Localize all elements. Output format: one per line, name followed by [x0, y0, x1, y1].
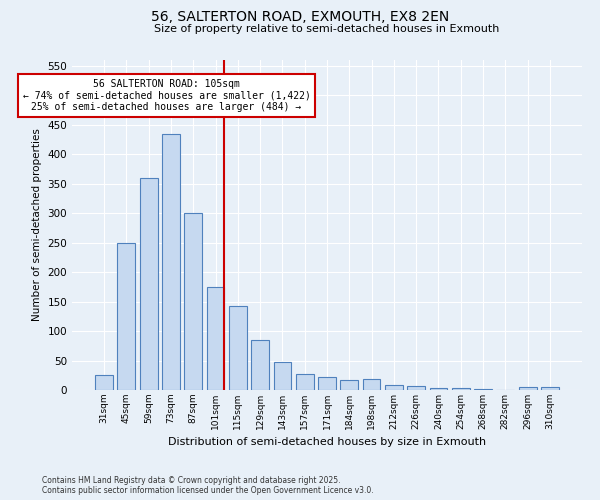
Bar [407, 386, 425, 390]
Text: 56 SALTERTON ROAD: 105sqm
← 74% of semi-detached houses are smaller (1,422)
25% : 56 SALTERTON ROAD: 105sqm ← 74% of semi-… [23, 79, 310, 112]
Bar [184, 213, 202, 390]
X-axis label: Distribution of semi-detached houses by size in Exmouth: Distribution of semi-detached houses by … [168, 438, 486, 448]
Text: 56, SALTERTON ROAD, EXMOUTH, EX8 2EN: 56, SALTERTON ROAD, EXMOUTH, EX8 2EN [151, 10, 449, 24]
Bar [95, 376, 113, 390]
Bar [274, 362, 292, 390]
Bar [229, 306, 247, 390]
Bar [452, 388, 470, 390]
Bar [251, 340, 269, 390]
Bar [541, 387, 559, 390]
Bar [430, 388, 448, 390]
Text: Contains HM Land Registry data © Crown copyright and database right 2025.
Contai: Contains HM Land Registry data © Crown c… [42, 476, 374, 495]
Bar [318, 377, 336, 390]
Bar [162, 134, 180, 390]
Bar [140, 178, 158, 390]
Bar [518, 387, 536, 390]
Bar [340, 380, 358, 390]
Title: Size of property relative to semi-detached houses in Exmouth: Size of property relative to semi-detach… [154, 24, 500, 34]
Bar [362, 380, 380, 390]
Bar [118, 242, 136, 390]
Bar [385, 384, 403, 390]
Y-axis label: Number of semi-detached properties: Number of semi-detached properties [32, 128, 42, 322]
Bar [206, 287, 224, 390]
Bar [296, 374, 314, 390]
